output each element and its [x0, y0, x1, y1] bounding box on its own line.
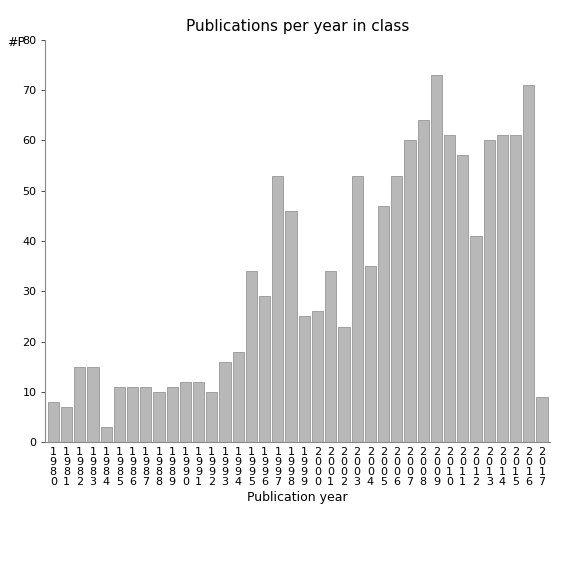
- Bar: [61, 407, 72, 442]
- Bar: [444, 136, 455, 442]
- Bar: [259, 297, 270, 442]
- Bar: [536, 397, 548, 442]
- Bar: [74, 367, 85, 442]
- Bar: [523, 85, 535, 442]
- Bar: [312, 311, 323, 442]
- Bar: [153, 392, 164, 442]
- Bar: [497, 136, 508, 442]
- Bar: [272, 176, 284, 442]
- Bar: [127, 387, 138, 442]
- Bar: [484, 141, 495, 442]
- Bar: [100, 427, 112, 442]
- Bar: [378, 206, 389, 442]
- Bar: [391, 176, 403, 442]
- Bar: [246, 271, 257, 442]
- Bar: [299, 316, 310, 442]
- Bar: [417, 120, 429, 442]
- Bar: [325, 271, 336, 442]
- Bar: [206, 392, 217, 442]
- Bar: [193, 382, 204, 442]
- Bar: [352, 176, 363, 442]
- Bar: [48, 402, 59, 442]
- Bar: [431, 75, 442, 442]
- Bar: [404, 141, 416, 442]
- Bar: [285, 211, 297, 442]
- Bar: [365, 266, 376, 442]
- Bar: [232, 352, 244, 442]
- X-axis label: Publication year: Publication year: [247, 491, 348, 504]
- Bar: [457, 155, 468, 442]
- Bar: [219, 362, 231, 442]
- Bar: [510, 136, 521, 442]
- Bar: [114, 387, 125, 442]
- Y-axis label: #P: #P: [7, 36, 25, 49]
- Bar: [140, 387, 151, 442]
- Title: Publications per year in class: Publications per year in class: [186, 19, 409, 35]
- Bar: [338, 327, 349, 442]
- Bar: [180, 382, 191, 442]
- Bar: [167, 387, 178, 442]
- Bar: [471, 236, 481, 442]
- Bar: [87, 367, 99, 442]
